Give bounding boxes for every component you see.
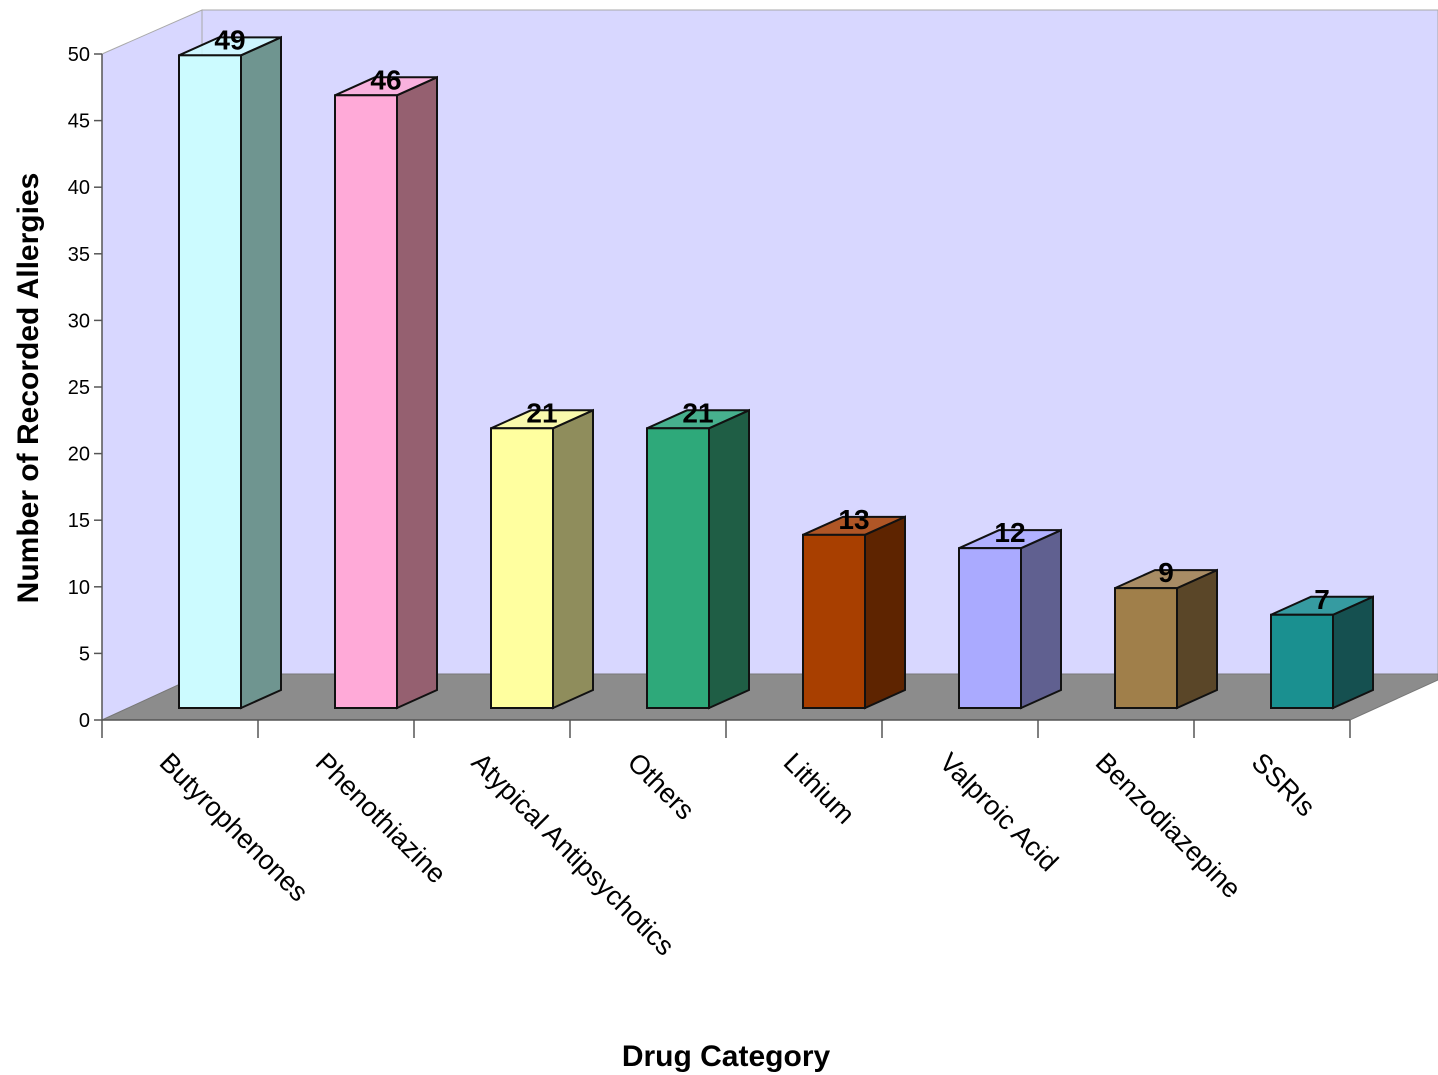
bar-ssris: 7	[1270, 584, 1374, 710]
bar-value-label: 49	[214, 24, 245, 55]
category-label: SSRIs	[1246, 747, 1321, 822]
category-label: Benzodiazepine	[1090, 747, 1247, 904]
bar-side	[864, 515, 906, 710]
category-label: Valproic Acid	[934, 747, 1064, 877]
bar-butyrophenones: 49	[178, 24, 282, 710]
bar-valproic-acid: 12	[958, 517, 1062, 710]
bar-benzodiazepine: 9	[1114, 557, 1218, 710]
bar-side	[240, 35, 282, 710]
y-tick-label: 45	[68, 111, 90, 133]
y-tick-label: 5	[79, 643, 90, 665]
bar-side	[1176, 568, 1218, 710]
bar-side	[1020, 528, 1062, 710]
bar-side	[396, 75, 438, 710]
y-tick-label: 20	[68, 444, 90, 466]
bar-phenothiazine: 46	[334, 64, 438, 710]
bar-front	[802, 533, 866, 710]
bar-atypical-antipsychotics: 21	[490, 397, 594, 710]
category-label: Phenothiazine	[310, 747, 452, 889]
y-axis: 0 5 10 15 20 25 30 35 40 45 50	[68, 44, 103, 732]
y-tick-label: 0	[79, 710, 90, 732]
bar-front	[178, 54, 242, 709]
bar-side	[552, 408, 594, 710]
bar-front	[1114, 587, 1178, 709]
y-axis-title: Number of Recorded Allergies	[12, 173, 45, 604]
y-tick-label: 40	[68, 177, 90, 199]
bar-value-label: 21	[682, 397, 713, 428]
bar-value-label: 12	[994, 517, 1025, 548]
y-tick-label: 35	[68, 244, 90, 266]
x-axis-title: Drug Category	[622, 1040, 831, 1073]
y-tick-label: 25	[68, 377, 90, 399]
bar-value-label: 21	[526, 397, 557, 428]
bar-value-label: 7	[1314, 584, 1330, 615]
bar-value-label: 46	[370, 64, 401, 95]
y-tick-label: 50	[68, 44, 90, 66]
category-label: Butyrophenones	[154, 747, 314, 907]
category-label: Others	[622, 747, 701, 826]
bar-value-label: 13	[838, 504, 869, 535]
floor	[101, 673, 1438, 721]
chart-walls	[101, 9, 1438, 721]
bar-side	[1332, 595, 1374, 710]
bar-side	[708, 408, 750, 710]
y-tick-label: 15	[68, 510, 90, 532]
bar-front	[334, 94, 398, 709]
bar-front	[646, 427, 710, 709]
y-tick-label: 10	[68, 577, 90, 599]
category-label: Lithium	[778, 747, 861, 830]
x-axis	[101, 719, 1351, 738]
bar-front	[490, 427, 554, 709]
bar-front	[958, 547, 1022, 709]
bar-lithium: 13	[802, 504, 906, 710]
bar-front	[1270, 613, 1334, 710]
y-tick-label: 30	[68, 310, 90, 332]
bar-others: 21	[646, 397, 750, 710]
bars: 49 46 21 21 13 12 9 7	[178, 24, 1374, 710]
bar-value-label: 9	[1158, 557, 1174, 588]
